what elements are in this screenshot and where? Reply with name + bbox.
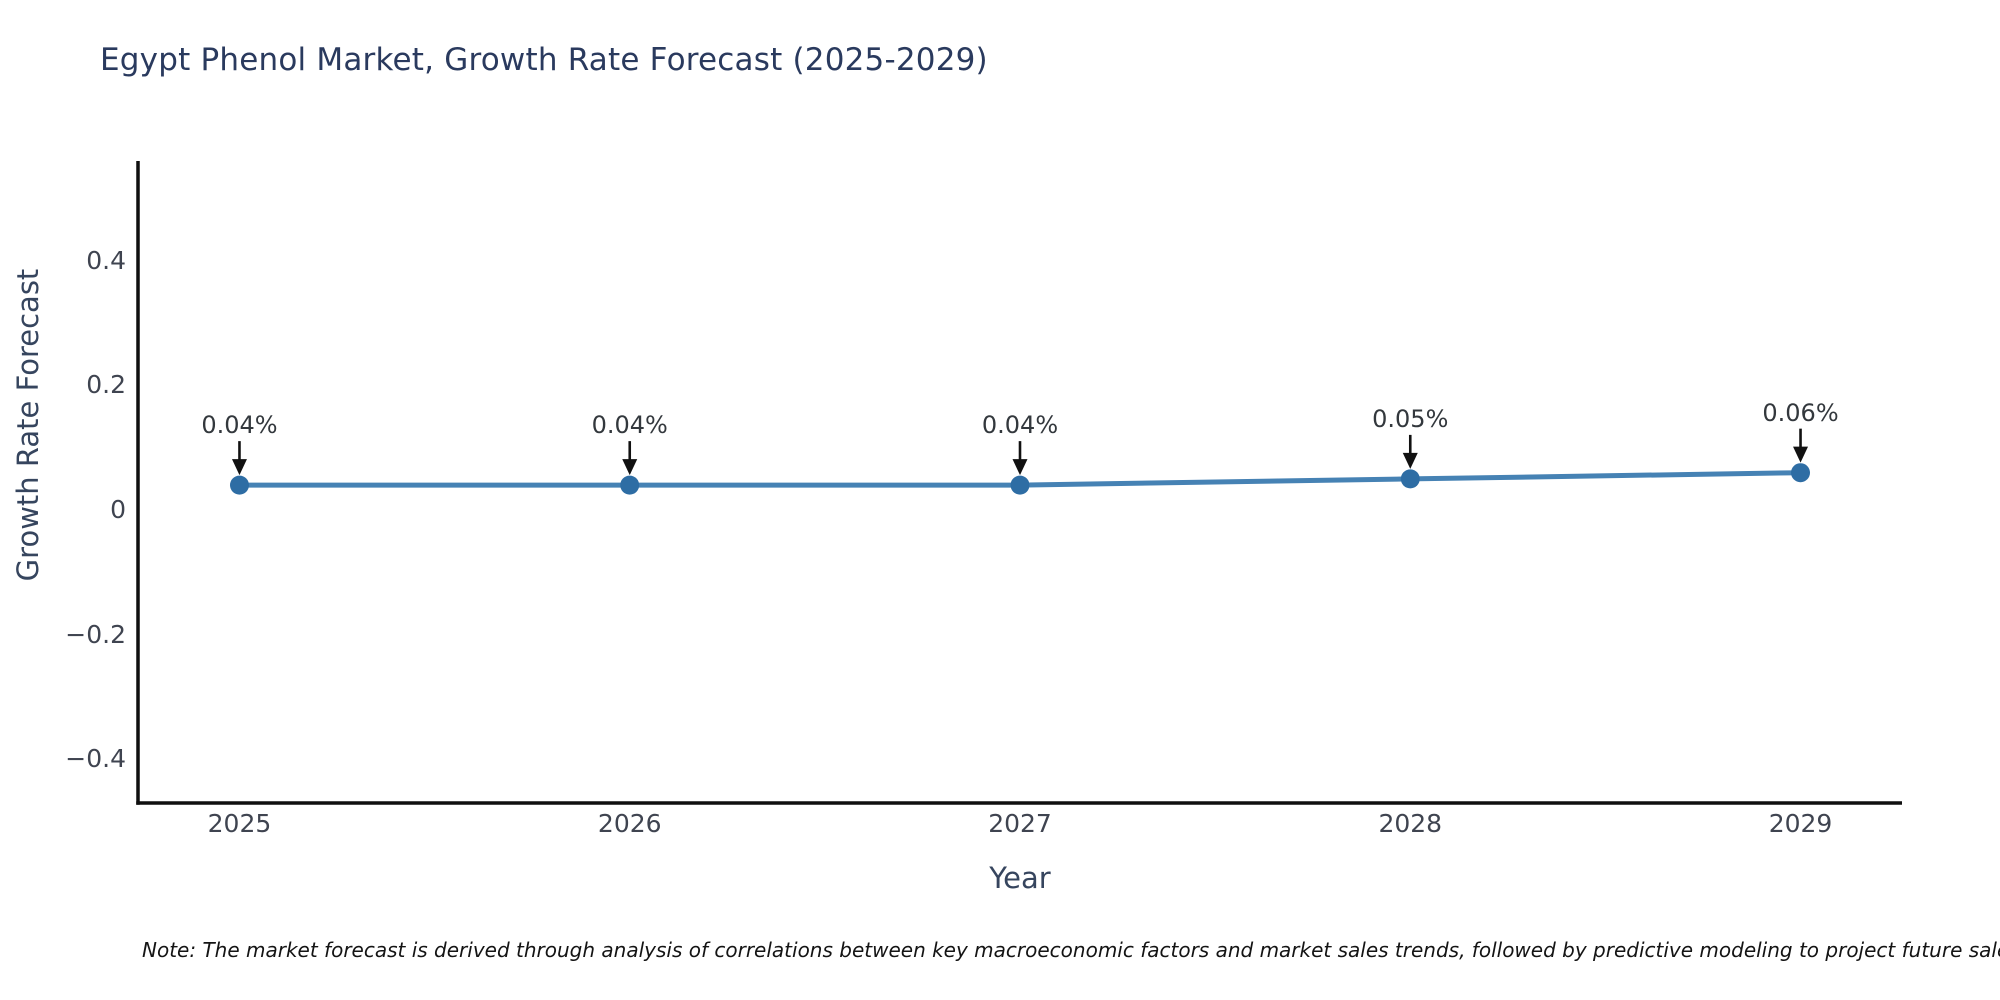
annotation-arrow-head [1402,452,1418,469]
chart-title: Egypt Phenol Market, Growth Rate Forecas… [100,42,988,78]
annotation-arrow-head [1793,446,1809,463]
point-label: 0.06% [1762,398,1839,427]
x-tick-label: 2028 [1378,809,1443,838]
annotation-arrow-head [622,459,638,476]
data-point-marker [620,475,640,495]
data-point-marker [1791,463,1810,483]
x-tick-label: 2029 [1768,809,1833,838]
x-tick-label: 2027 [988,809,1052,838]
data-point-marker [1400,469,1420,489]
y-tick-label: −0.4 [65,744,126,774]
y-tick-label: 0.2 [86,370,126,400]
point-label: 0.04% [981,411,1059,440]
annotation-arrow-head [1012,459,1028,476]
point-label: 0.05% [1372,404,1449,433]
point-label: 0.04% [591,411,668,440]
y-tick-label: 0 [110,495,126,525]
x-axis-title: Year [989,861,1051,895]
y-tick-label: 0.4 [86,245,126,275]
x-tick-label: 2025 [207,809,272,838]
y-tick-label: −0.2 [65,619,126,649]
data-point-marker [1010,475,1030,495]
x-tick-label: 2026 [597,809,662,838]
point-label: 0.04% [201,411,278,440]
data-point-marker [230,475,249,495]
footnote: Note: The market forecast is derived thr… [142,938,2000,962]
annotation-arrow-head [231,459,247,476]
